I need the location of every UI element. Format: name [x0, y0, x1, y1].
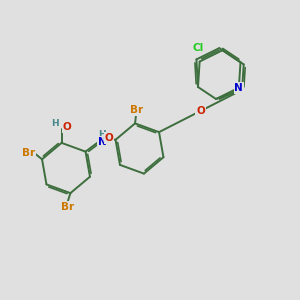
- Text: N: N: [98, 137, 106, 147]
- Text: O: O: [63, 122, 71, 132]
- Text: Br: Br: [130, 105, 143, 115]
- Text: H: H: [98, 130, 106, 139]
- Text: O: O: [196, 106, 205, 116]
- Text: H: H: [51, 119, 59, 128]
- Text: Br: Br: [22, 148, 35, 158]
- Text: Br: Br: [61, 202, 75, 212]
- Text: O: O: [105, 133, 113, 143]
- Text: N: N: [235, 83, 243, 93]
- Text: Cl: Cl: [193, 43, 204, 53]
